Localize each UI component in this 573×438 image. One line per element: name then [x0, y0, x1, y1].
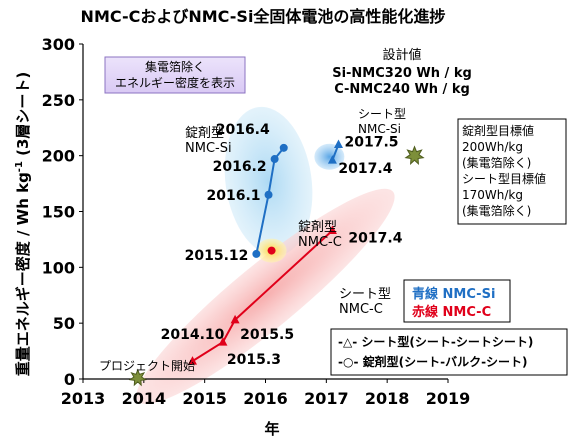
y-axis-title-main: 重量エネルギー密度 / Wh kg: [14, 172, 32, 376]
x-tick-label: 2013: [61, 389, 106, 408]
x-tick-label: 2014: [122, 389, 167, 408]
data-label: 2017.4: [338, 161, 392, 177]
data-point: [334, 139, 343, 148]
y-axis-title-sup: -1: [14, 161, 25, 172]
legend-circle-label: -○- 錠剤型(シート-バルク-シート): [338, 354, 528, 369]
x-tick-label: 2019: [426, 389, 471, 408]
target-star-icon: [404, 145, 425, 166]
plot-layer: 0 50 100 150 200 250 300 2013 2014 2015 2016 2017 20…: [42, 35, 568, 408]
legend-red-label: 赤線 NMC-C: [412, 304, 491, 320]
data-point: [188, 356, 197, 365]
chart-title: NMC-CおよびNMC-Si全固体電池の高性能化進捗: [81, 7, 446, 26]
tag-box: [104, 56, 246, 94]
data-label: 2015.5: [240, 327, 294, 343]
y-tick-label: 150: [42, 203, 75, 222]
marker-legend-box: [330, 328, 568, 376]
series-line: [255, 147, 285, 255]
x-tick-label: 2018: [365, 389, 410, 408]
design-c-value: C-NMC240 Wh / kg: [334, 82, 470, 97]
design-title: 設計値: [382, 47, 421, 63]
target-box-text: 錠剤型目標値 200Wh/kg (集電箔除く)シート型目標値 170Wh/kg (集電箔…: [462, 123, 546, 218]
x-axis-title: 年: [264, 420, 279, 438]
data-label: 2016.4: [216, 122, 270, 138]
data-point: [252, 249, 261, 258]
color-legend-box: [403, 279, 511, 323]
y-tick-label: 100: [42, 258, 75, 277]
data-point: [230, 314, 240, 324]
nmc-c-sheet-region: [136, 188, 395, 404]
nmc-si-pellet-region: [224, 106, 313, 256]
x-tick-label: 2015: [182, 389, 227, 408]
data-point: [264, 190, 273, 199]
data-label: 2017.4: [348, 230, 402, 246]
x-tick-label: 2016: [243, 389, 288, 408]
data-point: [279, 143, 288, 152]
data-label: 2017.5: [345, 135, 399, 151]
y-axis-title-suffix: (3層シート): [14, 72, 32, 161]
pellet-nmc-c-label: 錠剤型 NMC-C: [298, 219, 342, 250]
series-line: [191, 229, 334, 362]
target-box: [457, 118, 567, 225]
legend-blue-label: 青線 NMC-Si: [412, 286, 495, 302]
tag-box-text: 集電箔除くエネルギー密度を表示: [115, 59, 235, 90]
data-point: [327, 155, 337, 164]
data-label: 2015.12: [185, 248, 249, 264]
sheet-nmc-c-label: シート型 NMC-C: [339, 287, 391, 317]
y-tick-label: 0: [64, 370, 75, 389]
y-tick-label: 200: [42, 147, 75, 166]
data-point: [270, 155, 279, 164]
data-label: 2014.10: [161, 327, 225, 343]
svg-text:重量エネルギー密度 / Wh kg-1 (3層シート): 重量エネルギー密度 / Wh kg-1 (3層シート): [14, 72, 32, 377]
data-label: 2016.1: [207, 188, 261, 204]
design-si-value: Si-NMC320 Wh / kg: [332, 66, 472, 81]
data-point: [327, 225, 337, 234]
sheet-nmc-si-label: シート型 NMC-Si: [358, 107, 406, 136]
y-tick-label: 300: [42, 35, 75, 54]
data-label: 2016.2: [213, 159, 267, 175]
data-point: [218, 337, 228, 346]
start-star-icon: [128, 368, 147, 387]
y-tick-label: 250: [42, 91, 75, 110]
data-point: [267, 246, 276, 255]
data-label: 2015.3: [227, 352, 281, 368]
project-start-label: プロジェクト開始: [99, 359, 195, 373]
y-axis-title: 重量エネルギー密度 / Wh kg-1 (3層シート): [14, 72, 32, 377]
pellet-nmc-si-label: 錠剤型 NMC-Si: [185, 125, 232, 156]
x-tick-label: 2017: [304, 389, 349, 408]
y-tick-label: 50: [53, 314, 75, 333]
legend-triangle-label: -△- シート型(シート-シートシート): [338, 334, 533, 349]
